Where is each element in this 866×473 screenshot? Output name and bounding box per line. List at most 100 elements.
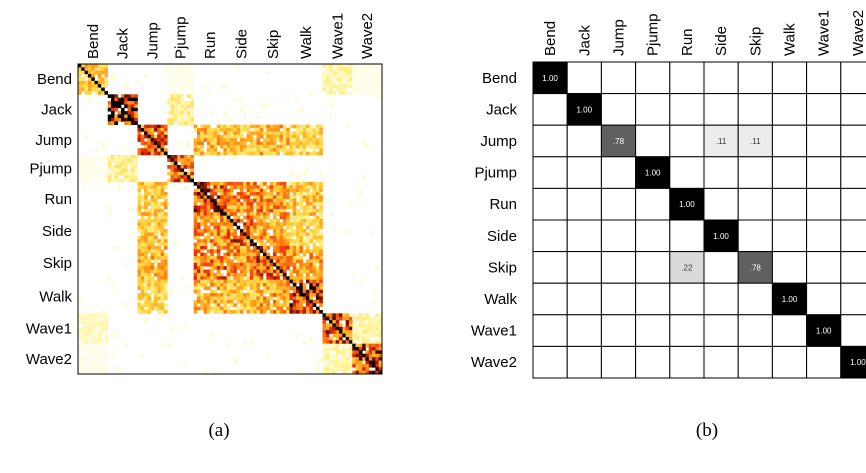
heatmap-cell — [140, 296, 145, 301]
heatmap-cell — [203, 245, 208, 250]
heatmap-cell — [223, 205, 228, 210]
heatmap-cell — [226, 128, 231, 132]
heatmap-cell — [319, 269, 323, 274]
heatmap-cell — [87, 64, 92, 68]
heatmap-cell — [170, 114, 175, 119]
heatmap-cell — [200, 205, 204, 210]
heatmap-cell — [177, 74, 181, 78]
heatmap-cell — [253, 222, 257, 227]
heatmap-cell — [246, 208, 251, 213]
heatmap-cell — [286, 195, 290, 200]
heatmap-cell — [220, 138, 224, 142]
heatmap-cell — [352, 330, 356, 334]
heatmap-cell — [345, 367, 350, 371]
heatmap-cell — [312, 309, 317, 314]
heatmap-cell — [335, 67, 340, 72]
heatmap-cell — [345, 77, 350, 82]
heatmap-cell — [355, 360, 360, 365]
heatmap-cell — [279, 192, 284, 196]
heatmap-cell — [101, 309, 105, 314]
heatmap-cell — [243, 144, 247, 149]
heatmap-cell — [130, 107, 135, 112]
heatmap-cell — [140, 215, 145, 220]
heatmap-cell — [81, 347, 85, 351]
heatmap-cell — [269, 198, 274, 203]
heatmap-cell — [230, 239, 234, 243]
heatmap-cell — [230, 192, 234, 196]
heatmap-cell — [163, 245, 168, 250]
heatmap-cell — [193, 198, 198, 203]
heatmap-cell — [140, 272, 145, 277]
heatmap-cell — [292, 269, 297, 274]
heatmap-cell — [200, 134, 204, 139]
heatmap-cell — [312, 232, 317, 237]
heatmap-cell — [206, 128, 211, 132]
heatmap-cell — [101, 363, 105, 368]
heatmap-cell — [282, 276, 287, 281]
heatmap-cell — [259, 208, 264, 213]
heatmap-cell — [253, 181, 257, 186]
heatmap-cell — [210, 269, 214, 274]
heatmap-cell — [276, 276, 280, 281]
heatmap-cell — [322, 343, 327, 348]
heatmap-cell — [282, 202, 287, 206]
heatmap-cell — [368, 70, 373, 75]
heatmap-cell — [216, 208, 221, 213]
heatmap-cell — [375, 340, 380, 345]
heatmap-cell — [355, 326, 360, 331]
heatmap-cell — [157, 131, 161, 136]
heatmap-cell — [200, 262, 204, 267]
heatmap-cell — [266, 276, 271, 281]
heatmap-cell — [263, 299, 267, 304]
heatmap-cell — [358, 350, 363, 355]
heatmap-cell — [243, 114, 247, 119]
heatmap-cell — [223, 279, 228, 284]
heatmap-cell — [315, 239, 320, 243]
heatmap-cell — [276, 272, 280, 277]
heatmap-cell — [163, 252, 168, 257]
heatmap-cell — [236, 192, 241, 196]
heatmap-cell — [203, 181, 208, 186]
heatmap-cell — [355, 323, 360, 328]
heatmap-cell — [97, 67, 102, 72]
heatmap-cell — [243, 222, 247, 227]
heatmap-cell — [272, 249, 277, 254]
heatmap-cell — [309, 198, 313, 203]
heatmap-cell — [230, 235, 234, 240]
heatmap-cell — [104, 77, 109, 82]
confusion-cell — [669, 187, 705, 221]
heatmap-cell — [84, 134, 89, 139]
heatmap-cell — [276, 283, 280, 287]
heatmap-cell — [282, 266, 287, 270]
heatmap-cell — [223, 84, 228, 88]
heatmap-cell — [335, 330, 340, 334]
heatmap-cell — [114, 97, 119, 102]
heatmap-cell — [177, 90, 181, 95]
heatmap-cell — [239, 286, 244, 291]
heatmap-cell — [299, 283, 304, 287]
heatmap-cell — [101, 80, 105, 85]
heatmap-cell — [375, 313, 380, 318]
heatmap-cell — [325, 326, 330, 331]
heatmap-cell — [163, 296, 168, 301]
heatmap-cell — [282, 249, 287, 254]
heatmap-cell — [206, 202, 211, 206]
heatmap-cell — [249, 269, 254, 274]
heatmap-cell — [196, 262, 201, 267]
heatmap-cell — [154, 299, 158, 304]
confusion-cell — [600, 61, 637, 95]
heatmap-cell — [246, 245, 251, 250]
heatmap-cell — [249, 151, 254, 156]
heatmap-cell — [177, 171, 181, 176]
heatmap-cell — [312, 283, 317, 287]
heatmap-cell — [97, 343, 102, 348]
heatmap-cell — [187, 144, 191, 149]
heatmap-cell — [296, 219, 300, 223]
heatmap-cell — [147, 303, 152, 307]
heatmap-cell — [358, 188, 363, 193]
heatmap-cell — [124, 154, 128, 159]
heatmap-cell — [239, 296, 244, 301]
heatmap-cell — [91, 340, 95, 345]
heatmap-cell — [286, 205, 290, 210]
heatmap-cell — [263, 195, 267, 200]
